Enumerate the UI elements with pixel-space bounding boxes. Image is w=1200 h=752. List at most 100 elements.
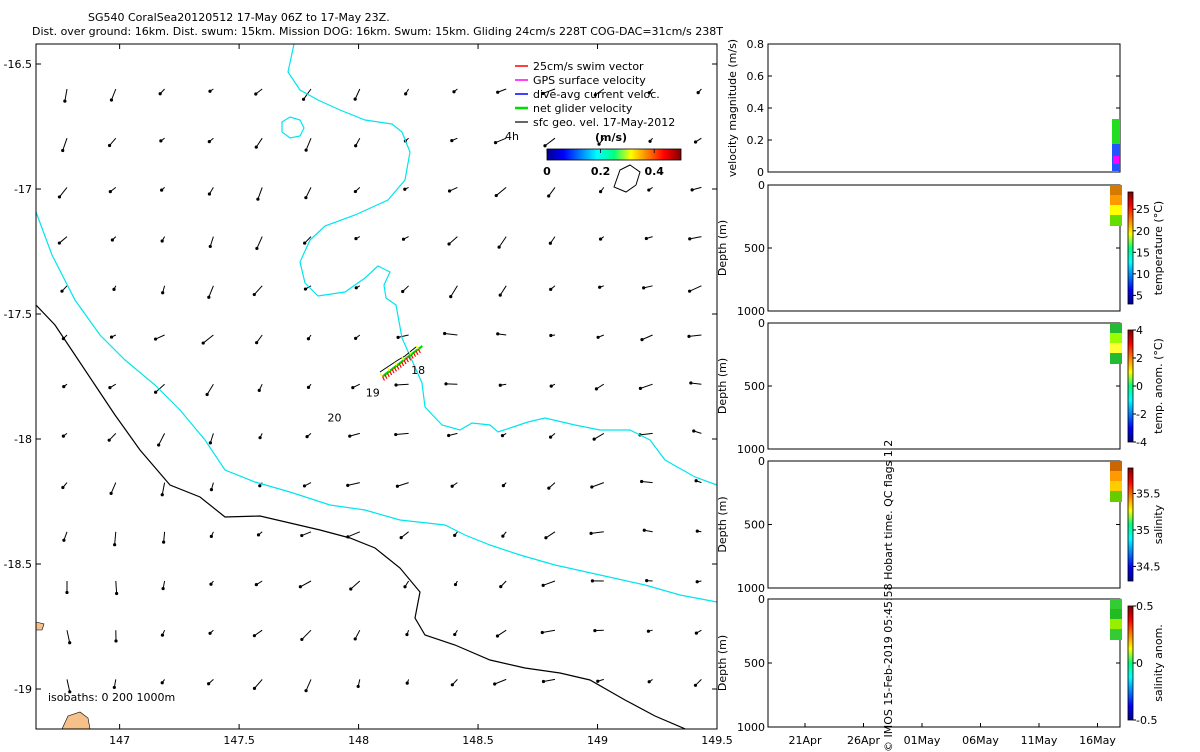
current-arrow-head — [161, 493, 164, 496]
current-arrow-head — [300, 534, 303, 537]
current-arrow-head — [159, 139, 162, 142]
current-arrow-head — [401, 290, 404, 293]
gps-velocity-mark — [416, 346, 418, 349]
current-arrow-head — [688, 290, 691, 293]
current-arrow-head — [354, 98, 357, 101]
y-tick-label: 0.4 — [747, 102, 765, 115]
current-arrow-head — [402, 238, 405, 241]
colorbar-label: salinity anom. — [1152, 624, 1165, 702]
current-arrow-head — [209, 441, 212, 444]
colorbar-tick-label: 10 — [1136, 268, 1150, 281]
current-arrow — [111, 89, 115, 100]
colorbar-tick-label: 0.5 — [1136, 600, 1154, 613]
day-label: 19 — [366, 387, 380, 400]
current-arrow-head — [346, 484, 349, 487]
current-arrow — [640, 433, 653, 434]
current-arrow-head — [60, 290, 63, 293]
current-arrow — [111, 483, 116, 494]
y-axis-label: Depth (m) — [716, 220, 729, 276]
panel-frame — [768, 185, 1120, 311]
colorbar-label: temperature (°C) — [1152, 201, 1165, 295]
current-arrow-head — [596, 336, 599, 339]
current-arrow — [642, 335, 653, 340]
current-arrow-head — [645, 237, 648, 240]
y-axis-label: Depth (m) — [716, 635, 729, 691]
colorbar-tick-label: -2 — [1136, 408, 1147, 421]
profile-points — [1110, 205, 1122, 216]
current-arrow — [59, 187, 67, 197]
current-arrow — [451, 286, 458, 297]
current-arrow-head — [161, 239, 164, 242]
current-arrow-head — [501, 534, 504, 537]
current-arrow-head — [599, 190, 602, 193]
y-tick-label: 0 — [758, 593, 765, 606]
current-arrow-head — [113, 543, 116, 546]
y-tick-label: -17 — [14, 183, 32, 196]
current-arrow-head — [307, 337, 310, 340]
current-arrow-head — [544, 536, 547, 539]
current-arrow — [499, 237, 506, 248]
current-arrow-head — [405, 633, 408, 636]
current-arrow-head — [58, 241, 61, 244]
current-arrow-head — [501, 434, 504, 437]
current-arrow — [543, 679, 555, 681]
current-arrow-head — [253, 293, 256, 296]
legend-item-dac: dive-avg current veloc. — [515, 88, 660, 101]
x-tick-label: 06May — [962, 734, 999, 747]
current-arrow — [306, 138, 311, 150]
current-arrow-head — [549, 436, 552, 439]
current-arrow-head — [354, 637, 357, 640]
current-arrow-head — [61, 486, 64, 489]
current-arrow-head — [692, 429, 695, 432]
current-arrow — [209, 286, 214, 297]
current-arrow-head — [443, 332, 446, 335]
current-arrow-head — [258, 389, 261, 392]
current-arrow-head — [493, 682, 496, 685]
current-arrow — [591, 532, 604, 534]
colorbar-label: (m/s) — [595, 131, 627, 144]
current-arrow-head — [62, 539, 65, 542]
current-arrow-head — [494, 141, 497, 144]
current-arrow-head — [449, 295, 452, 298]
current-arrow-head — [258, 484, 261, 487]
colorbar-tick-label: 0 — [1136, 657, 1143, 670]
current-arrow-head — [254, 92, 257, 95]
current-arrow-head — [349, 587, 352, 590]
current-arrow — [545, 138, 555, 146]
current-arrow-head — [257, 533, 260, 536]
legend-item-gps: GPS surface velocity — [515, 74, 646, 87]
current-arrow-head — [496, 332, 499, 335]
current-arrow-head — [498, 246, 501, 249]
colorbar-tick-label: 0.4 — [644, 165, 664, 178]
current-arrow-head — [452, 90, 455, 93]
isobath-200-island — [282, 117, 304, 138]
x-tick-label: 21Apr — [788, 734, 822, 747]
current-arrow-head — [354, 237, 357, 240]
y-tick-label: 0 — [757, 166, 764, 179]
current-arrow-head — [63, 99, 66, 102]
current-arrow-head — [596, 680, 599, 683]
current-arrow-head — [396, 485, 399, 488]
legend-label: sfc geo. vel. 17-May-2012 — [533, 116, 675, 129]
current-arrow-head — [549, 242, 552, 245]
current-arrow-head — [206, 393, 209, 396]
panel-colorbar — [1128, 192, 1133, 304]
current-arrow-head — [394, 433, 397, 436]
y-tick-label: 0.8 — [747, 38, 765, 51]
current-arrow-head — [642, 286, 645, 289]
current-arrow — [63, 138, 67, 150]
land-patch — [36, 622, 44, 630]
x-tick-label: 147.5 — [223, 734, 255, 747]
legend-label: 25cm/s swim vector — [533, 60, 644, 73]
y-tick-label: -16.5 — [4, 58, 32, 71]
x-tick-label: 149 — [587, 734, 608, 747]
current-arrow — [542, 630, 555, 632]
current-arrow-head — [258, 436, 261, 439]
current-arrow-head — [207, 296, 210, 299]
current-arrow-head — [593, 629, 596, 632]
panel-frame — [768, 44, 1120, 172]
current-arrow-head — [648, 680, 651, 683]
day-label: 20 — [328, 412, 342, 425]
